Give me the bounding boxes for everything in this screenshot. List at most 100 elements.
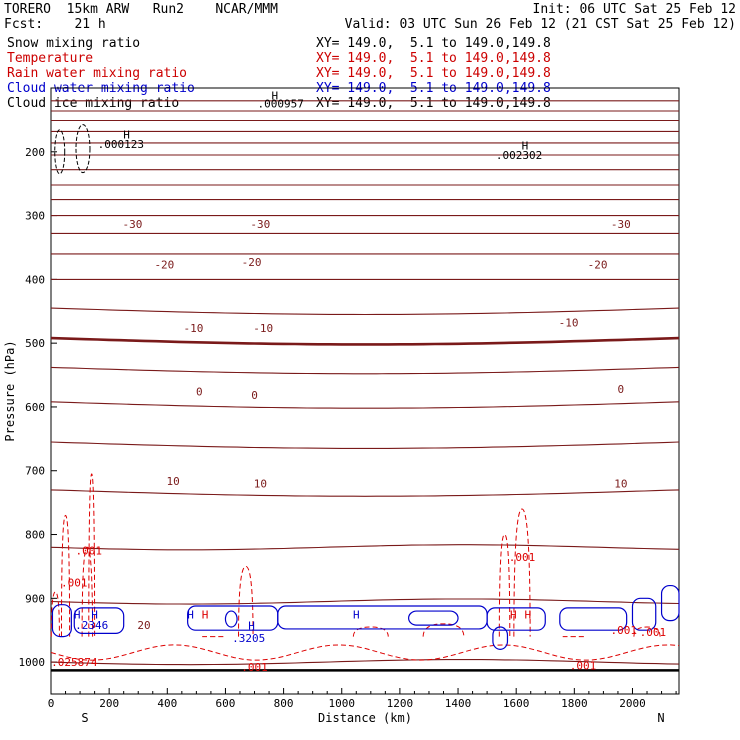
cloud-water-contour [408, 610, 459, 626]
cloud-water-contour [631, 597, 657, 631]
end-label-south: S [81, 711, 88, 725]
y-axis-title: Pressure (hPa) [3, 340, 17, 441]
legend-label: Rain water mixing ratio [7, 66, 188, 81]
isotherm-label: -20 [154, 259, 174, 272]
y-tick-label: 500 [25, 337, 45, 350]
isotherm-label: -30 [611, 218, 631, 231]
header-left-1: TORERO 15km ARW Run2 NCAR/MMM [4, 2, 278, 17]
x-tick-label: 1600 [503, 697, 530, 710]
rain-contour [513, 508, 531, 637]
moisture-label: .000957 [258, 97, 304, 110]
rain-contour [81, 546, 94, 637]
x-tick-label: 1000 [328, 697, 355, 710]
isotherm-label: 10 [614, 477, 627, 490]
high-marker: H [272, 90, 279, 103]
isotherm-line [50, 307, 680, 316]
rain-contour [60, 514, 71, 637]
y-tick-label: 1000 [19, 656, 46, 669]
rain-contour [422, 623, 465, 637]
isotherm-label: 0 [196, 386, 203, 399]
moisture-label: .001 [76, 544, 103, 557]
cloud-water-contour [277, 605, 488, 630]
legend-label: Cloud ice mixing ratio [7, 96, 180, 111]
isotherm-line [50, 598, 680, 605]
isotherm-label: -20 [588, 259, 608, 272]
high-marker: H [522, 139, 529, 152]
high-marker: H [187, 608, 194, 621]
x-tick-label: 0 [48, 697, 55, 710]
cloud-water-contour [559, 607, 628, 631]
y-tick-label: 700 [25, 465, 45, 478]
isotherm-label: -10 [253, 322, 273, 335]
high-marker: H [91, 608, 98, 621]
snow-contour [75, 124, 91, 174]
isotherm-line [50, 441, 680, 449]
high-marker: H [525, 608, 532, 621]
x-tick-label: 1200 [387, 697, 414, 710]
legend-xy: XY= 149.0, 5.1 to 149.0,149.8 [316, 36, 551, 51]
x-tick-label: 400 [157, 697, 177, 710]
moisture-label: .001 [640, 626, 667, 639]
x-tick-label: 2000 [619, 697, 646, 710]
moisture-label: .001 [611, 624, 638, 637]
isotherm-label: 10 [166, 475, 179, 488]
isotherm-line [50, 489, 680, 497]
legend-xy: XY= 149.0, 5.1 to 149.0,149.8 [316, 96, 551, 111]
high-marker: H [510, 608, 517, 621]
isotherm-line [50, 544, 680, 551]
legend-label: Snow mixing ratio [7, 36, 141, 51]
isotherm-line [50, 401, 680, 409]
isotherm-label: -20 [242, 256, 262, 269]
moisture-label: .001 [61, 576, 88, 589]
x-tick-label: 1400 [445, 697, 472, 710]
moisture-label: .2346 [75, 619, 108, 632]
legend-label: Temperature [7, 51, 94, 66]
moisture-label: .001 [570, 659, 597, 672]
snow-contour [54, 129, 66, 175]
moisture-label: .001 [509, 551, 536, 564]
cloud-water-contour [51, 604, 72, 638]
high-marker: H [202, 608, 209, 621]
isotherm-label: 20 [137, 619, 150, 632]
y-tick-label: 300 [25, 210, 45, 223]
legend-xy: XY= 149.0, 5.1 to 149.0,149.8 [316, 51, 551, 66]
high-marker: H [123, 129, 130, 142]
moisture-label: .000123 [98, 138, 144, 151]
isotherm-line [50, 336, 680, 346]
header-left-2: Fcst: 21 h [4, 17, 106, 32]
high-marker: H [353, 608, 360, 621]
isotherm-label: -10 [184, 322, 204, 335]
high-marker: H [74, 608, 81, 621]
cloud-water-contour [486, 607, 546, 631]
rain-contour [50, 644, 680, 661]
isotherm-line [50, 659, 680, 666]
y-tick-label: 800 [25, 529, 45, 542]
isotherm-label: 0 [251, 389, 258, 402]
end-label-north: N [657, 711, 664, 725]
y-tick-label: 900 [25, 592, 45, 605]
rain-contour [633, 626, 661, 637]
moisture-label: .001 [241, 661, 268, 674]
isotherm-label: -10 [559, 317, 579, 330]
rain-contour [498, 534, 511, 637]
cloud-water-contour [73, 607, 125, 635]
cloud-water-contour [660, 584, 680, 622]
moisture-label: .025874 [51, 656, 98, 669]
rain-contour [238, 565, 254, 637]
legend-xy: XY= 149.0, 5.1 to 149.0,149.8 [316, 66, 551, 81]
x-tick-label: 600 [216, 697, 236, 710]
header-right-2: Valid: 03 UTC Sun 26 Feb 12 (21 CST Sat … [344, 17, 736, 32]
plot-frame [50, 87, 680, 695]
x-tick-label: 200 [99, 697, 119, 710]
isotherm-label: 0 [618, 383, 625, 396]
x-tick-label: 800 [274, 697, 294, 710]
y-tick-label: 200 [25, 146, 45, 159]
moisture-label: .3205 [232, 632, 265, 645]
isotherm-label: 10 [254, 477, 267, 490]
high-marker: H [248, 620, 255, 633]
moisture-label: .002302 [496, 149, 542, 162]
x-tick-label: 1800 [561, 697, 588, 710]
cloud-water-contour [224, 610, 238, 628]
isotherm-label: -30 [122, 218, 142, 231]
